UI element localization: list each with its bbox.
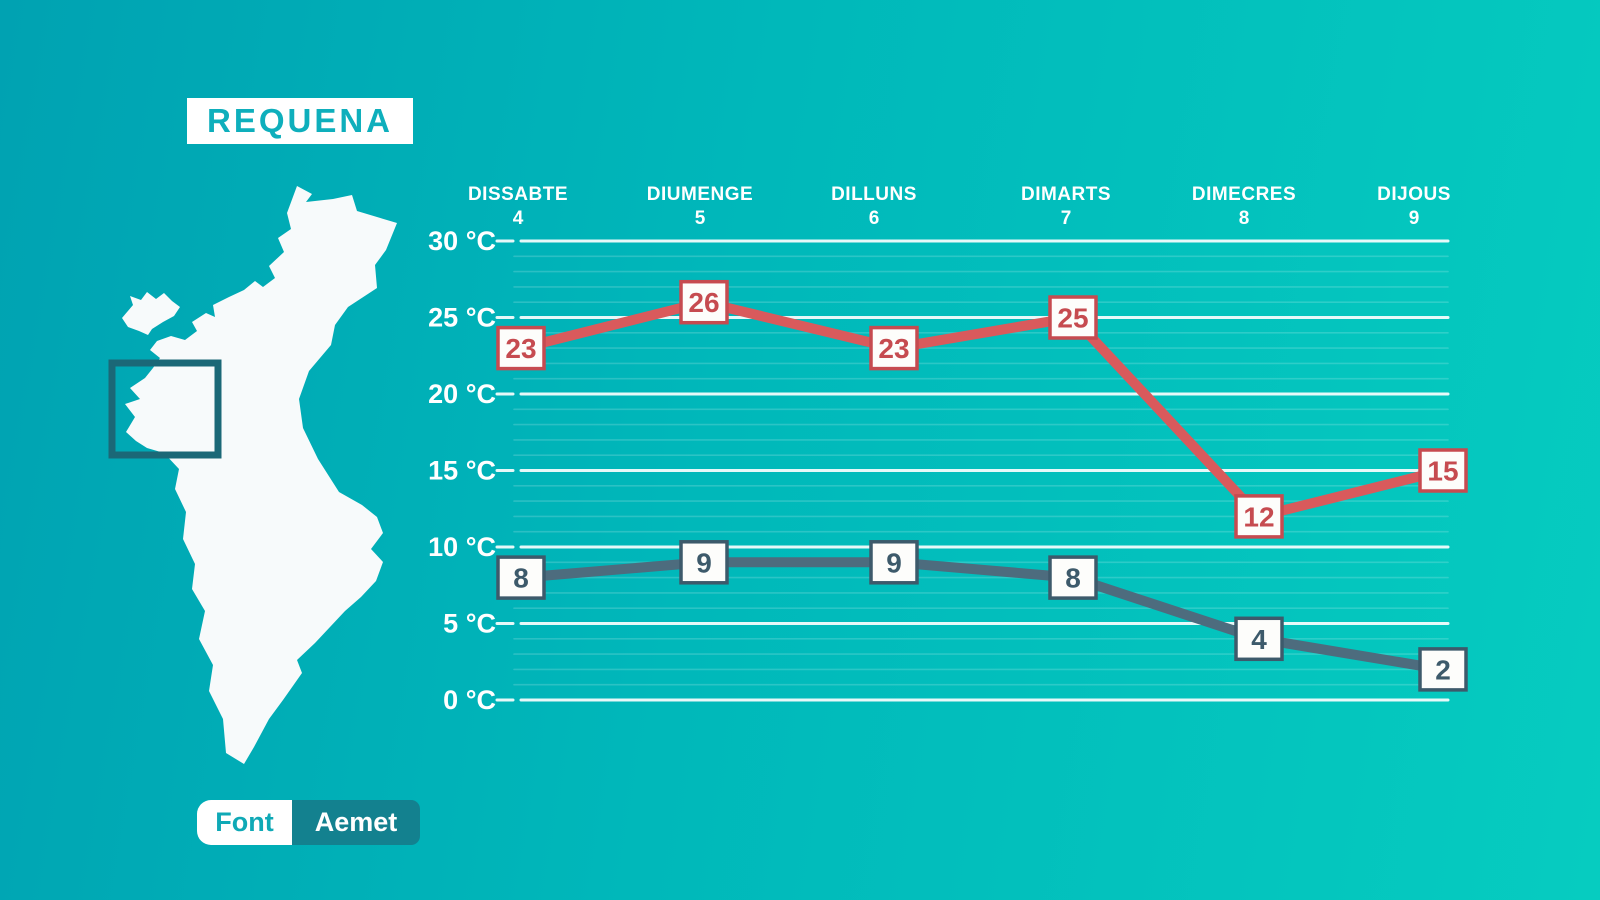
temperature-chart: 30 °C 25 °C 20 °C 15 °C 10 °C 5 °C 0 °C DISSABT… <box>428 184 1468 715</box>
maximum-temperature-value-box <box>869 325 919 371</box>
minimum-temperature-value-text: 9 <box>696 547 712 578</box>
day-date-label: 8 <box>1239 208 1250 229</box>
map-exclave-silhouette <box>122 292 180 335</box>
day-name-label: DIJOUS <box>1377 184 1451 205</box>
minimum-temperature-value-label: 2 <box>1418 647 1468 692</box>
maximum-temperature-value-text: 23 <box>878 333 909 364</box>
day-name-label: DIMECRES <box>1192 184 1296 205</box>
maximum-temperature-value-label: 12 <box>1234 494 1284 539</box>
day-name-label: DISSABTE <box>468 184 568 205</box>
day-date-label: 4 <box>513 208 524 229</box>
y-tick-label: 15 °C <box>428 456 496 486</box>
minimum-temperature-value-label: 9 <box>679 540 729 585</box>
minimum-temperature-value-label: 8 <box>1048 555 1098 600</box>
source-label: Font <box>197 800 292 845</box>
y-tick-label: 5 °C <box>443 609 496 639</box>
maximum-temperature-value-label: 23 <box>496 325 546 371</box>
location-title: REQUENA <box>206 102 394 139</box>
maximum-temperature-value-text: 23 <box>505 333 536 364</box>
maximum-temperature-value-text: 12 <box>1243 501 1274 532</box>
maximum-temperature-value-text: 15 <box>1427 456 1458 487</box>
minimum-temperature-value-label: 8 <box>496 555 546 600</box>
maximum-temperature-value-text: 25 <box>1057 303 1088 334</box>
source-badge: Font Aemet <box>197 800 420 845</box>
maximum-temperature-value-label: 15 <box>1418 448 1468 493</box>
y-tick-label: 0 °C <box>443 685 496 715</box>
maximum-temperature-value-box <box>496 325 546 371</box>
minimum-temperature-value-box <box>679 540 729 585</box>
location-title-box: REQUENA <box>187 98 413 144</box>
region-map <box>108 186 397 764</box>
minimum-temperature-value-text: 8 <box>1065 563 1081 594</box>
day-date-label: 6 <box>869 208 880 229</box>
maximum-temperature-value-box <box>1418 448 1468 493</box>
day-date-label: 9 <box>1409 208 1420 229</box>
minimum-temperature-value-box <box>496 555 546 600</box>
minimum-temperature-value-box <box>869 540 919 585</box>
y-tick-label: 20 °C <box>428 379 496 409</box>
maximum-temperature-value-box <box>1048 295 1098 340</box>
minimum-temperature-value-text: 9 <box>886 547 902 578</box>
minimum-temperature-value-label: 4 <box>1234 616 1284 662</box>
y-tick-label: 10 °C <box>428 532 496 562</box>
maximum-temperature-value-box <box>679 279 729 325</box>
maximum-temperature-value-label: 26 <box>679 279 729 325</box>
source-value: Aemet <box>292 800 420 845</box>
maximum-temperature-value-label: 23 <box>869 325 919 371</box>
day-date-label: 5 <box>695 208 706 229</box>
maximum-temperature-line <box>516 297 1448 522</box>
maximum-temperature-value-label: 25 <box>1048 295 1098 340</box>
day-name-label: DILLUNS <box>831 184 917 205</box>
map-region-silhouette <box>125 186 397 764</box>
minimum-temperature-value-text: 4 <box>1251 624 1267 655</box>
minimum-temperature-line <box>516 557 1448 675</box>
day-date-label: 7 <box>1061 208 1072 229</box>
maximum-temperature-value-text: 26 <box>688 287 719 318</box>
map-highlight-rect <box>108 359 222 459</box>
minimum-temperature-value-box <box>1048 555 1098 600</box>
maximum-temperature-value-box <box>1234 494 1284 539</box>
y-tick-label: 25 °C <box>428 303 496 333</box>
minimum-temperature-value-text: 2 <box>1435 654 1451 685</box>
day-name-label: DIUMENGE <box>647 184 753 205</box>
minimum-temperature-value-box <box>1418 647 1468 692</box>
day-name-label: DIMARTS <box>1021 184 1111 205</box>
minimum-temperature-value-label: 9 <box>869 540 919 585</box>
minimum-temperature-value-text: 8 <box>513 563 529 594</box>
minimum-temperature-value-box <box>1234 616 1284 662</box>
y-tick-label: 30 °C <box>428 226 496 256</box>
